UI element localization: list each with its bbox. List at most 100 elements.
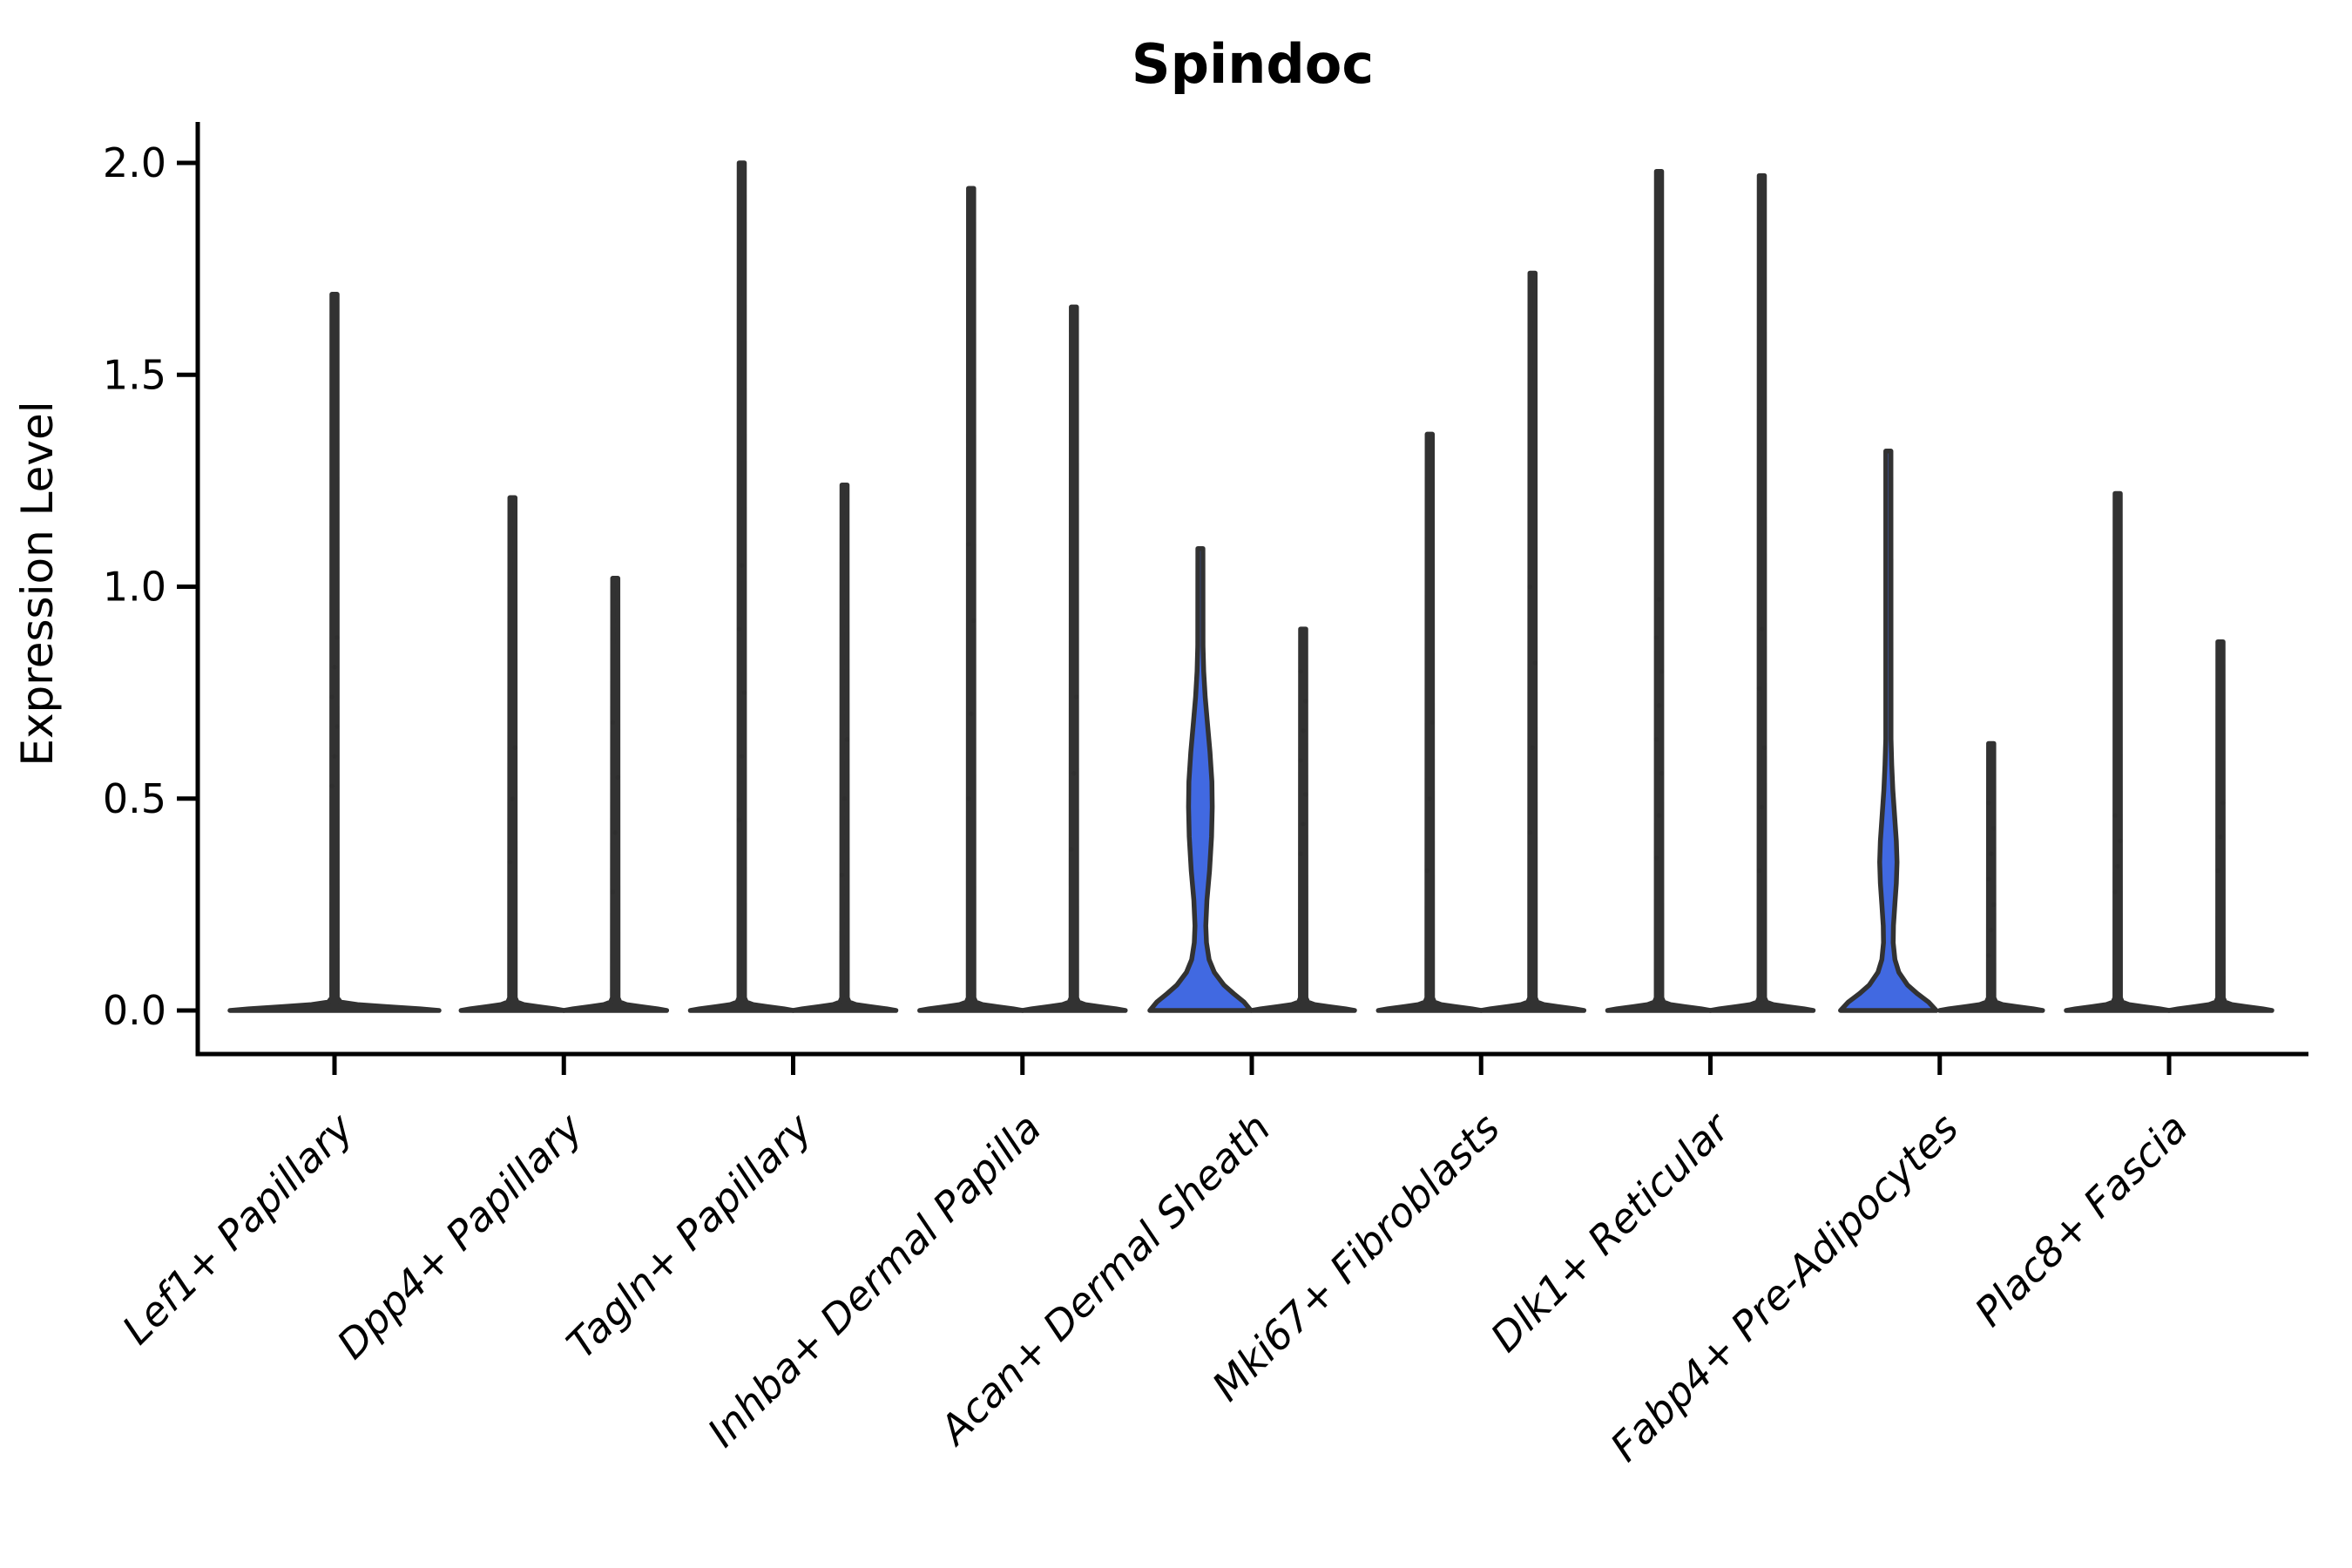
jitter-point	[1759, 804, 1765, 810]
violin	[1375, 431, 1484, 1013]
jitter-point	[966, 796, 971, 801]
violin	[1937, 740, 2045, 1013]
jitter-point	[2118, 838, 2123, 844]
jitter-point	[2220, 801, 2226, 806]
jitter-point	[610, 720, 615, 725]
chart-title: Spindoc	[1132, 32, 1374, 96]
y-tick-label: 1.0	[103, 564, 166, 611]
jitter-point	[1986, 953, 1991, 958]
violin	[2064, 490, 2172, 1013]
jitter-point	[1656, 703, 1662, 708]
jitter-point	[1301, 821, 1306, 827]
jitter-point	[615, 774, 620, 781]
jitter-point	[1989, 928, 1994, 933]
jitter-point	[2218, 834, 2223, 840]
jitter-point	[610, 889, 615, 895]
jitter-point	[966, 542, 971, 547]
jitter-point	[739, 563, 745, 568]
violin	[1838, 449, 1939, 1013]
jitter-point	[612, 830, 618, 835]
violin	[1249, 626, 1357, 1013]
violin	[1707, 172, 1816, 1013]
y-tick-label: 1.5	[103, 351, 166, 398]
jitter-point	[739, 754, 745, 759]
y-axis-label: Expression Level	[12, 401, 63, 766]
jitter-point	[2112, 813, 2118, 818]
jitter-point	[1298, 758, 1303, 763]
y-tick-label: 0.0	[103, 987, 166, 1034]
jitter-point	[1532, 660, 1538, 666]
violin	[561, 576, 670, 1013]
jitter-point	[1301, 728, 1306, 733]
jitter-point	[335, 724, 340, 729]
jitter-point	[1986, 801, 1991, 806]
jitter-point	[1527, 830, 1532, 835]
jitter-point	[2215, 868, 2220, 874]
violin	[2166, 639, 2274, 1013]
violin	[917, 186, 1025, 1013]
jitter-point	[1298, 851, 1303, 856]
jitter-point	[1303, 792, 1308, 797]
violins-layer	[227, 160, 2274, 1013]
jitter-point	[839, 872, 845, 877]
jitter-point	[736, 626, 742, 632]
jitter-point	[1656, 813, 1662, 818]
jitter-point	[329, 694, 335, 700]
jitter-point	[1991, 826, 1997, 831]
x-tick-label: Lef1+ Papillary	[113, 1104, 362, 1353]
violin	[1478, 270, 1587, 1013]
jitter-point	[1986, 876, 1991, 882]
jitter-point	[2115, 864, 2120, 869]
jitter-point	[1074, 694, 1079, 700]
jitter-point	[1656, 597, 1662, 602]
jitter-point	[1303, 699, 1308, 704]
jitter-point	[1756, 686, 1762, 691]
jitter-point	[1424, 868, 1429, 874]
jitter-point	[1653, 635, 1659, 640]
jitter-point	[844, 737, 850, 742]
y-tick-label: 0.5	[103, 775, 166, 822]
jitter-point	[971, 618, 977, 624]
jitter-point	[1527, 584, 1532, 590]
jitter-point	[1653, 855, 1659, 861]
jitter-point	[335, 635, 340, 640]
violin	[1147, 545, 1254, 1013]
x-tick-label: Tagln+ Papillary	[558, 1104, 821, 1368]
violin	[458, 495, 567, 1013]
jitter-point	[741, 690, 747, 695]
jitter-point	[1761, 745, 1767, 751]
jitter-point	[1756, 868, 1762, 874]
x-tick-label: Plac8+ Fascia	[1965, 1105, 2196, 1335]
jitter-point	[1530, 745, 1535, 751]
jitter-point	[1653, 737, 1659, 742]
jitter-point	[512, 745, 517, 751]
jitter-point	[1069, 847, 1074, 852]
violin	[687, 160, 796, 1013]
jitter-point	[1759, 626, 1765, 632]
jitter-point	[1659, 669, 1665, 674]
jitter-points-layer	[329, 542, 2226, 958]
jitter-point	[329, 783, 335, 788]
violin	[227, 292, 442, 1013]
jitter-point	[510, 796, 515, 801]
jitter-point	[1298, 669, 1303, 674]
violin	[790, 482, 899, 1013]
x-tick-label: Dlk1+ Reticular	[1482, 1102, 1740, 1361]
jitter-point	[1071, 771, 1077, 776]
jitter-point	[841, 796, 848, 801]
jitter-point	[1989, 851, 1994, 856]
jitter-point	[1991, 902, 1997, 907]
x-tick-label: Dpp4+ Papillary	[328, 1104, 591, 1368]
jitter-point	[1427, 796, 1432, 801]
jitter-point	[1659, 771, 1665, 776]
jitter-point	[332, 665, 337, 670]
y-tick-label: 2.0	[103, 139, 166, 186]
violin	[1020, 304, 1128, 1013]
jitter-point	[2112, 889, 2118, 895]
jitter-point	[736, 817, 742, 822]
jitter-point	[332, 754, 337, 759]
jitter-point	[1429, 720, 1435, 725]
jitter-point	[507, 860, 512, 865]
